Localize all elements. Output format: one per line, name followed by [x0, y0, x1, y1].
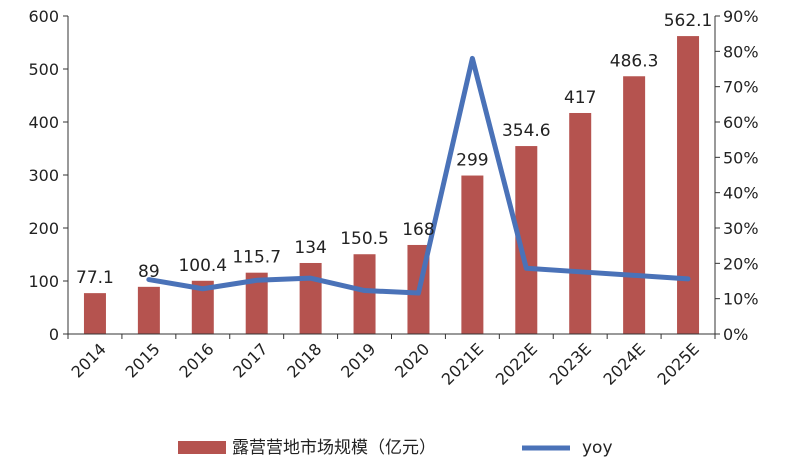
x-tick-label: 2023E [546, 339, 595, 388]
x-tick-label: 2024E [600, 339, 649, 388]
x-tick-label: 2025E [653, 339, 702, 388]
bar-2025E [677, 36, 700, 334]
y-left-tick-label: 200 [28, 219, 59, 238]
x-tick-label: 2020 [391, 339, 433, 381]
bar-2021E [461, 175, 484, 334]
legend-line-label: yoy [582, 438, 613, 458]
legend-bar-label: 露营营地市场规模（亿元） [232, 438, 436, 458]
x-tick-label: 2019 [337, 339, 379, 381]
x-tick-label: 2015 [121, 339, 163, 381]
y-right-tick-label: 0% [723, 325, 748, 344]
bar-2019 [353, 254, 376, 334]
labels-layer: 77.1 89 100.4 115.7 134 150.5 168 299 354.6 417 48… [76, 11, 712, 288]
y-right-tick-label: 60% [723, 113, 759, 132]
bar-2024E [623, 76, 646, 335]
y-right-tick-label: 70% [723, 78, 759, 97]
y-right-tick-label: 50% [723, 148, 759, 167]
data-label-2014: 77.1 [76, 268, 114, 288]
bar-2015 [137, 286, 160, 334]
data-label-2019: 150.5 [340, 229, 389, 249]
y-left-tick-label: 600 [28, 7, 59, 26]
x-tick-label: 2016 [175, 339, 217, 381]
data-label-2023E: 417 [564, 88, 596, 108]
y-right-tick-label: 40% [723, 184, 759, 203]
y-right-tick-label: 90% [723, 7, 759, 26]
data-label-2025E: 562.1 [664, 11, 713, 31]
y-right-tick-label: 20% [723, 254, 759, 273]
data-label-2017: 115.7 [232, 248, 281, 268]
yoy-line [146, 55, 691, 296]
y-right-tick-label: 80% [723, 42, 759, 61]
y-right-tick-label: 30% [723, 219, 759, 238]
line-layer [146, 55, 691, 296]
bar-2023E [569, 112, 592, 335]
x-tick-label: 2021E [438, 339, 487, 388]
bar-2018 [299, 262, 322, 334]
x-tick-label: 2014 [68, 339, 110, 381]
data-label-2021E: 299 [456, 151, 488, 171]
x-tick-label: 2022E [492, 339, 541, 388]
y-left-tick-label: 500 [28, 60, 59, 79]
data-label-2024E: 486.3 [610, 51, 659, 71]
y-right-tick-label: 10% [723, 290, 759, 309]
legend-bar-swatch [178, 441, 226, 454]
y-left-tick-label: 400 [28, 113, 59, 132]
y-left-tick-label: 0 [49, 325, 59, 344]
bar-2017 [245, 272, 268, 334]
data-label-2020: 168 [402, 220, 434, 240]
bar-2014 [83, 293, 106, 334]
bar-2016 [191, 280, 214, 334]
y-left-tick-label: 300 [28, 166, 59, 185]
data-label-2018: 134 [294, 238, 326, 258]
data-label-2015: 89 [138, 262, 160, 282]
data-label-2022E: 354.6 [502, 121, 551, 141]
x-tick-label: 2017 [229, 339, 271, 381]
legend: 露营营地市场规模（亿元） yoy [178, 438, 613, 458]
y-left-tick-label: 100 [28, 272, 59, 291]
x-tick-label: 2018 [283, 339, 325, 381]
data-label-2016: 100.4 [178, 256, 227, 276]
bar-2022E [515, 146, 538, 334]
